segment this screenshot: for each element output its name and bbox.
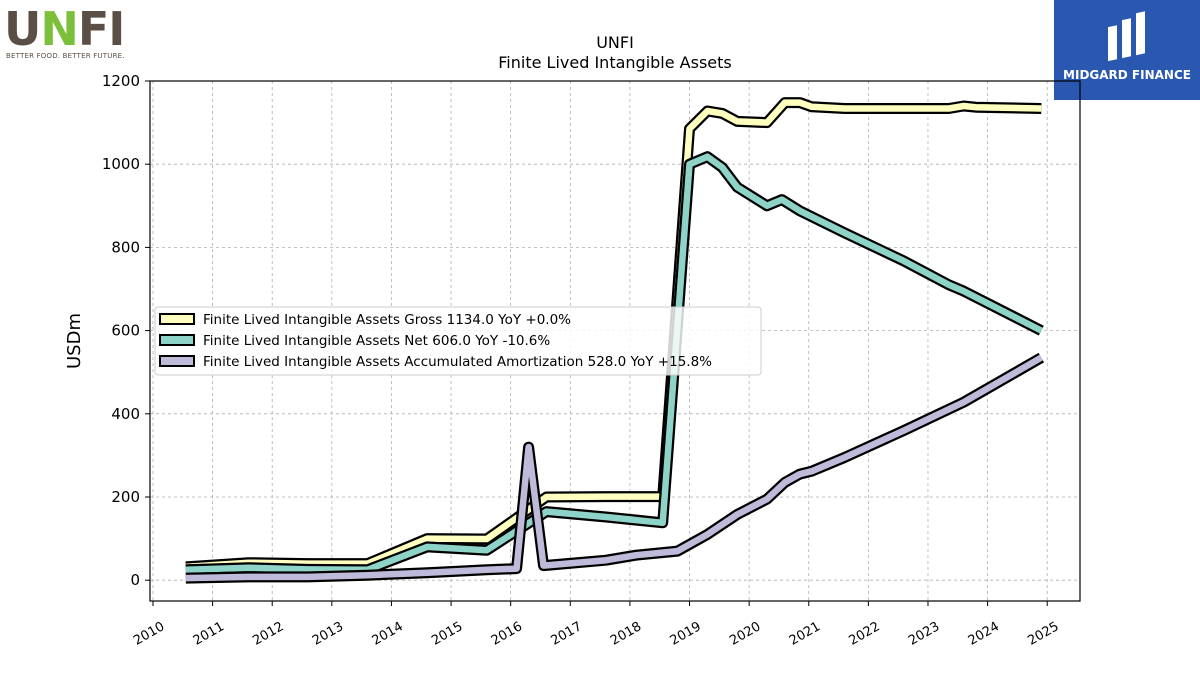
y-axis-label: USDm <box>64 313 85 369</box>
chart-subtitle: Finite Lived Intangible Assets <box>498 53 731 72</box>
y-tick-label: 1200 <box>102 72 140 90</box>
x-tick-label: 2023 <box>906 619 942 649</box>
y-axis: 0 200 400 600 800 1000 1200 <box>102 72 150 589</box>
x-axis: 2010 2011 2012 2013 2014 2015 2016 2017 2018 2019… <box>131 601 1062 649</box>
x-tick-label: 2010 <box>131 619 167 649</box>
legend-label: Finite Lived Intangible Assets Net 606.0… <box>203 333 550 349</box>
midgard-finance-logo: MIDGARD FINANCE <box>1054 0 1200 100</box>
x-tick-label: 2017 <box>548 619 584 649</box>
y-tick-label: 400 <box>111 405 140 423</box>
x-tick-label: 2018 <box>608 619 644 649</box>
series-line-1 <box>185 99 1042 571</box>
unfi-wordmark: UNFI <box>4 2 125 56</box>
legend: Finite Lived Intangible Assets Gross 113… <box>154 306 762 376</box>
legend-swatch <box>159 334 195 346</box>
series-outline-3 <box>185 352 1045 584</box>
legend-box <box>154 306 762 376</box>
unfi-tagline: BETTER FOOD. BETTER FUTURE. <box>6 52 125 60</box>
unfi-logo: UNFI BETTER FOOD. BETTER FUTURE. <box>4 4 134 62</box>
legend-label: Finite Lived Intangible Assets Accumulat… <box>203 354 712 370</box>
midgard-brand-name: MIDGARD FINANCE <box>1063 68 1191 82</box>
series-layer <box>185 97 1045 584</box>
x-tick-label: 2016 <box>489 619 525 649</box>
x-tick-label: 2015 <box>429 619 465 649</box>
y-tick-label: 0 <box>130 571 140 589</box>
x-tick-label: 2019 <box>668 619 704 649</box>
y-tick-label: 600 <box>111 322 140 340</box>
x-tick-label: 2025 <box>1025 619 1061 649</box>
legend-swatch <box>159 313 195 325</box>
x-tick-label: 2014 <box>370 619 406 649</box>
series-line-3 <box>185 354 1043 582</box>
y-tick-label: 1000 <box>102 155 140 173</box>
y-tick-label: 200 <box>111 488 140 506</box>
chart-title: UNFI <box>596 33 634 52</box>
x-tick-label: 2021 <box>787 619 823 649</box>
x-tick-label: 2020 <box>727 619 763 649</box>
x-tick-label: 2022 <box>847 619 883 649</box>
x-tick-label: 2024 <box>966 619 1002 649</box>
x-tick-label: 2011 <box>191 619 227 649</box>
x-tick-label: 2013 <box>310 619 346 649</box>
y-tick-label: 800 <box>111 238 140 256</box>
x-tick-label: 2012 <box>250 619 286 649</box>
plot-frame <box>149 80 1081 602</box>
series-line-2 <box>185 153 1043 574</box>
midgard-mark-icon <box>1108 11 1145 62</box>
legend-label: Finite Lived Intangible Assets Gross 113… <box>203 312 571 328</box>
legend-swatch <box>159 355 195 367</box>
